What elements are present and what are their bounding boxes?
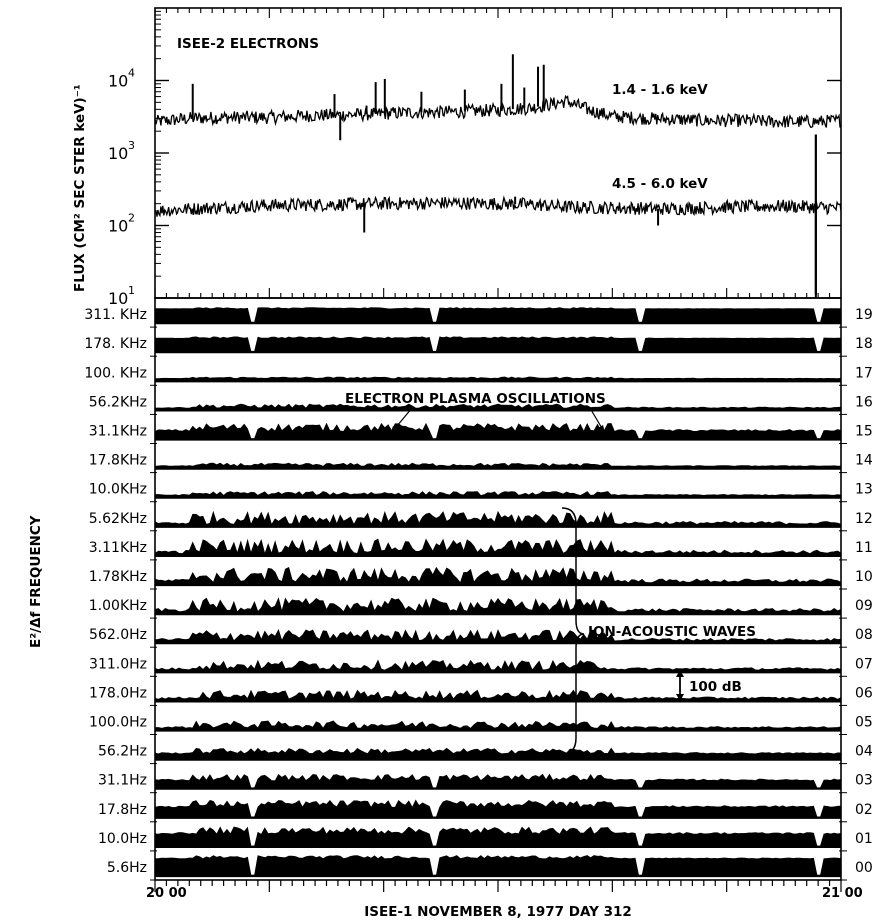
flux-y-axis-label: FLUX (CM² SEC STER keV)⁻¹	[72, 84, 88, 292]
channel-freq-label: 100. KHz	[84, 365, 147, 381]
channel-trace	[154, 826, 842, 848]
flux-tick-label-exp: 4	[128, 67, 135, 80]
channel-freq-label: 1.00KHz	[89, 598, 147, 614]
channel-trace	[154, 799, 842, 819]
channel-number-label: 13	[855, 482, 873, 498]
channel-number-label: 09	[855, 598, 873, 614]
series-label-1: 1.4 - 1.6 keV	[612, 82, 708, 98]
ion-acoustic-annotation: ION-ACOUSTIC WAVES	[588, 624, 756, 640]
flux-tick-label: 10	[108, 289, 128, 308]
channel-number-label: 08	[855, 627, 873, 643]
channel-freq-label: 1.78KHz	[89, 569, 147, 585]
channel-freq-label: 100.0Hz	[89, 715, 147, 731]
flux-series-group	[154, 54, 842, 298]
channel-freq-label: 10.0Hz	[98, 831, 147, 847]
channel-freq-label: 311.0Hz	[89, 656, 147, 672]
flux-tick-label: 10	[108, 72, 128, 91]
wave-y-axis-label: E²/Δf FREQUENCY	[28, 515, 44, 648]
channel-freq-label: 10.0KHz	[89, 482, 147, 498]
channel-freq-label: 31.1Hz	[98, 773, 147, 789]
channel-freq-label: 31.1KHz	[89, 424, 147, 440]
flux-panel-title: ISEE-2 ELECTRONS	[177, 36, 319, 52]
x-end-label: 21 00	[822, 886, 863, 901]
flux-tick-label-exp: 2	[128, 212, 135, 225]
channel-number-label: 06	[855, 685, 873, 701]
channel-freq-label: 562.0Hz	[89, 627, 147, 643]
channel-trace	[154, 855, 842, 877]
channel-number-label: 19	[855, 307, 873, 323]
channel-trace	[154, 491, 842, 498]
channel-trace	[154, 659, 842, 673]
channel-number-label: 15	[855, 424, 873, 440]
channel-freq-label: 5.6Hz	[107, 860, 147, 876]
channel-number-label: 17	[855, 365, 873, 381]
wave-channels-group: 311. KHz 19 178. KHz 18 100. KHz 17 56.2KHz 16 3…	[84, 307, 873, 881]
channel-trace	[154, 747, 842, 760]
electron-plasma-annotation: ELECTRON PLASMA OSCILLATIONS	[345, 391, 606, 407]
channel-trace	[154, 307, 842, 324]
scale-bar-arrow-down	[676, 694, 684, 701]
flux-tick-label: 10	[108, 144, 128, 163]
electron-plasma-arrowhead-2	[598, 425, 605, 433]
flux-series-line	[154, 94, 842, 128]
channel-trace	[154, 403, 842, 411]
flux-tick-label-exp: 3	[128, 139, 135, 152]
channel-trace	[154, 376, 842, 382]
channel-trace	[154, 720, 842, 731]
channel-number-label: 14	[855, 453, 873, 469]
scale-bar-label: 100 dB	[689, 679, 742, 695]
channel-freq-label: 56.2Hz	[98, 744, 147, 760]
channel-freq-label: 3.11KHz	[89, 540, 147, 556]
flux-series-line	[154, 195, 842, 218]
ion-acoustic-brace	[561, 507, 585, 755]
channel-number-label: 05	[855, 715, 873, 731]
channel-number-label: 12	[855, 511, 873, 527]
flux-tick-label-exp: 1	[128, 284, 135, 297]
channel-number-label: 03	[855, 773, 873, 789]
channel-freq-label: 17.8KHz	[89, 453, 147, 469]
scale-bar-arrow-up	[676, 670, 684, 677]
channel-number-label: 04	[855, 744, 873, 760]
electron-plasma-arrowhead-1	[390, 426, 398, 435]
channel-freq-label: 178. KHz	[84, 336, 147, 352]
channel-trace	[154, 336, 842, 353]
wave-panel-frame	[154, 297, 842, 881]
wave-x-axis	[154, 880, 842, 892]
channel-number-label: 02	[855, 802, 873, 818]
channel-number-label: 01	[855, 831, 873, 847]
channel-trace	[154, 629, 842, 644]
flux-tick-label: 10	[108, 217, 128, 236]
wave-x-axis-title: ISEE-1 NOVEMBER 8, 1977 DAY 312	[364, 904, 632, 920]
channel-number-label: 07	[855, 656, 873, 672]
channel-trace	[154, 597, 842, 615]
channel-freq-label: 56.2KHz	[89, 394, 147, 410]
channel-freq-label: 17.8Hz	[98, 802, 147, 818]
series-label-2: 4.5 - 6.0 keV	[612, 176, 708, 192]
x-start-label: 20 00	[146, 886, 187, 901]
channel-number-label: 18	[855, 336, 873, 352]
channel-number-label: 00	[855, 860, 873, 876]
channel-trace	[154, 773, 842, 789]
channel-trace	[154, 689, 842, 702]
channel-freq-label: 5.62KHz	[89, 511, 147, 527]
channel-trace	[154, 566, 842, 586]
channel-number-label: 16	[855, 394, 873, 410]
channel-trace	[154, 422, 842, 440]
channel-number-label: 10	[855, 569, 873, 585]
channel-freq-label: 311. KHz	[84, 307, 147, 323]
channel-trace	[154, 510, 842, 528]
channel-trace	[154, 462, 842, 469]
channel-number-label: 11	[855, 540, 873, 556]
channel-freq-label: 178.0Hz	[89, 685, 147, 701]
channel-trace	[154, 538, 842, 557]
